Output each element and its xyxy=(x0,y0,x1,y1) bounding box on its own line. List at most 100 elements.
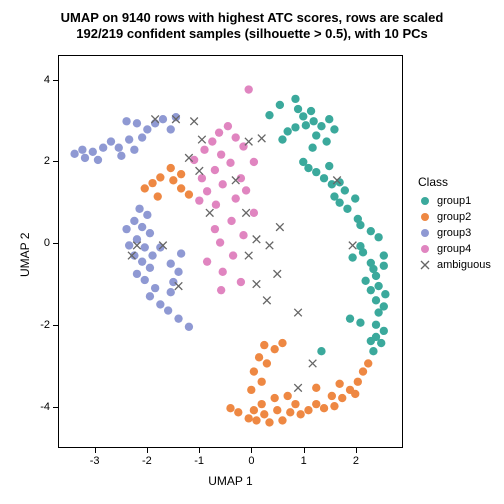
point-group1 xyxy=(317,347,325,355)
point-group1 xyxy=(380,251,388,259)
point-group2 xyxy=(312,400,320,408)
point-group3 xyxy=(70,150,78,158)
x-tick-label: 2 xyxy=(353,455,359,467)
point-group3 xyxy=(130,217,138,225)
point-group2 xyxy=(245,414,253,422)
point-ambiguous xyxy=(253,236,261,244)
point-group2 xyxy=(364,359,372,367)
point-group1 xyxy=(299,112,307,120)
point-group2 xyxy=(359,367,367,375)
point-group2 xyxy=(252,416,260,424)
point-group4 xyxy=(200,146,208,154)
point-group4 xyxy=(229,251,237,259)
point-group3 xyxy=(174,268,182,276)
point-group2 xyxy=(177,170,185,178)
x-tick xyxy=(199,448,200,453)
point-ambiguous xyxy=(349,242,357,250)
point-group4 xyxy=(208,137,216,145)
point-ambiguous xyxy=(273,270,281,278)
point-group3 xyxy=(167,288,175,296)
point-group1 xyxy=(312,168,320,176)
point-group2 xyxy=(258,400,266,408)
point-group4 xyxy=(245,85,253,93)
point-group4 xyxy=(195,196,203,204)
point-group2 xyxy=(335,380,343,388)
point-group3 xyxy=(78,146,86,154)
point-group3 xyxy=(143,211,151,219)
point-group3 xyxy=(130,146,138,154)
point-group2 xyxy=(328,392,336,400)
y-tick-label: 0 xyxy=(30,237,50,249)
point-group4 xyxy=(216,238,224,246)
point-group2 xyxy=(260,410,268,418)
point-group3 xyxy=(151,119,159,127)
point-group1 xyxy=(330,125,338,133)
point-group2 xyxy=(354,378,362,386)
point-group3 xyxy=(125,241,133,249)
point-group1 xyxy=(312,131,320,139)
x-tick-label: -3 xyxy=(90,455,100,467)
legend: Class group1group2group3group4ambiguous xyxy=(418,175,491,273)
point-group1 xyxy=(322,137,330,145)
point-ambiguous xyxy=(196,167,204,175)
point-group4 xyxy=(198,174,206,182)
legend-title: Class xyxy=(418,175,491,189)
point-group2 xyxy=(320,404,328,412)
x-tick-label: -1 xyxy=(194,455,204,467)
point-group3 xyxy=(185,323,193,331)
point-group1 xyxy=(361,277,369,285)
point-group1 xyxy=(299,158,307,166)
point-group1 xyxy=(309,117,317,125)
point-group4 xyxy=(211,166,219,174)
point-group3 xyxy=(122,225,130,233)
point-group2 xyxy=(258,378,266,386)
point-group1 xyxy=(346,314,354,322)
point-group2 xyxy=(255,353,263,361)
point-group2 xyxy=(250,406,258,414)
point-group2 xyxy=(270,394,278,402)
point-group3 xyxy=(143,125,151,133)
point-group1 xyxy=(381,290,389,298)
point-ambiguous xyxy=(276,223,284,231)
point-group4 xyxy=(242,186,250,194)
point-group1 xyxy=(328,180,336,188)
dot-icon xyxy=(418,226,432,240)
legend-item-group3: group3 xyxy=(418,225,491,241)
point-group1 xyxy=(372,272,380,280)
point-ambiguous xyxy=(263,297,271,305)
point-group3 xyxy=(141,276,149,284)
point-group4 xyxy=(217,286,225,294)
point-ambiguous xyxy=(190,117,198,125)
point-group1 xyxy=(348,253,356,261)
point-group1 xyxy=(341,186,349,194)
umap-scatter-chart: UMAP on 9140 rows with highest ATC score… xyxy=(0,0,504,504)
y-tick xyxy=(53,325,58,326)
point-group4 xyxy=(203,257,211,265)
point-group3 xyxy=(146,264,154,272)
point-ambiguous xyxy=(309,360,317,368)
point-group3 xyxy=(141,243,149,251)
y-tick xyxy=(53,161,58,162)
point-group1 xyxy=(369,347,377,355)
y-tick-label: 4 xyxy=(30,74,50,86)
point-ambiguous xyxy=(253,280,261,288)
point-group3 xyxy=(94,156,102,164)
point-group4 xyxy=(219,180,227,188)
point-group1 xyxy=(374,233,382,241)
point-ambiguous xyxy=(206,209,214,217)
point-group2 xyxy=(247,386,255,394)
point-group2 xyxy=(312,384,320,392)
y-tick-label: 2 xyxy=(30,155,50,167)
point-group2 xyxy=(330,402,338,410)
x-tick xyxy=(356,448,357,453)
point-group3 xyxy=(133,119,141,127)
point-group1 xyxy=(265,111,273,119)
point-group1 xyxy=(377,339,385,347)
point-group4 xyxy=(227,217,235,225)
point-group1 xyxy=(367,286,375,294)
point-group3 xyxy=(167,125,175,133)
point-group2 xyxy=(263,359,271,367)
point-group1 xyxy=(276,101,284,109)
point-group1 xyxy=(367,337,375,345)
point-group3 xyxy=(146,229,154,237)
